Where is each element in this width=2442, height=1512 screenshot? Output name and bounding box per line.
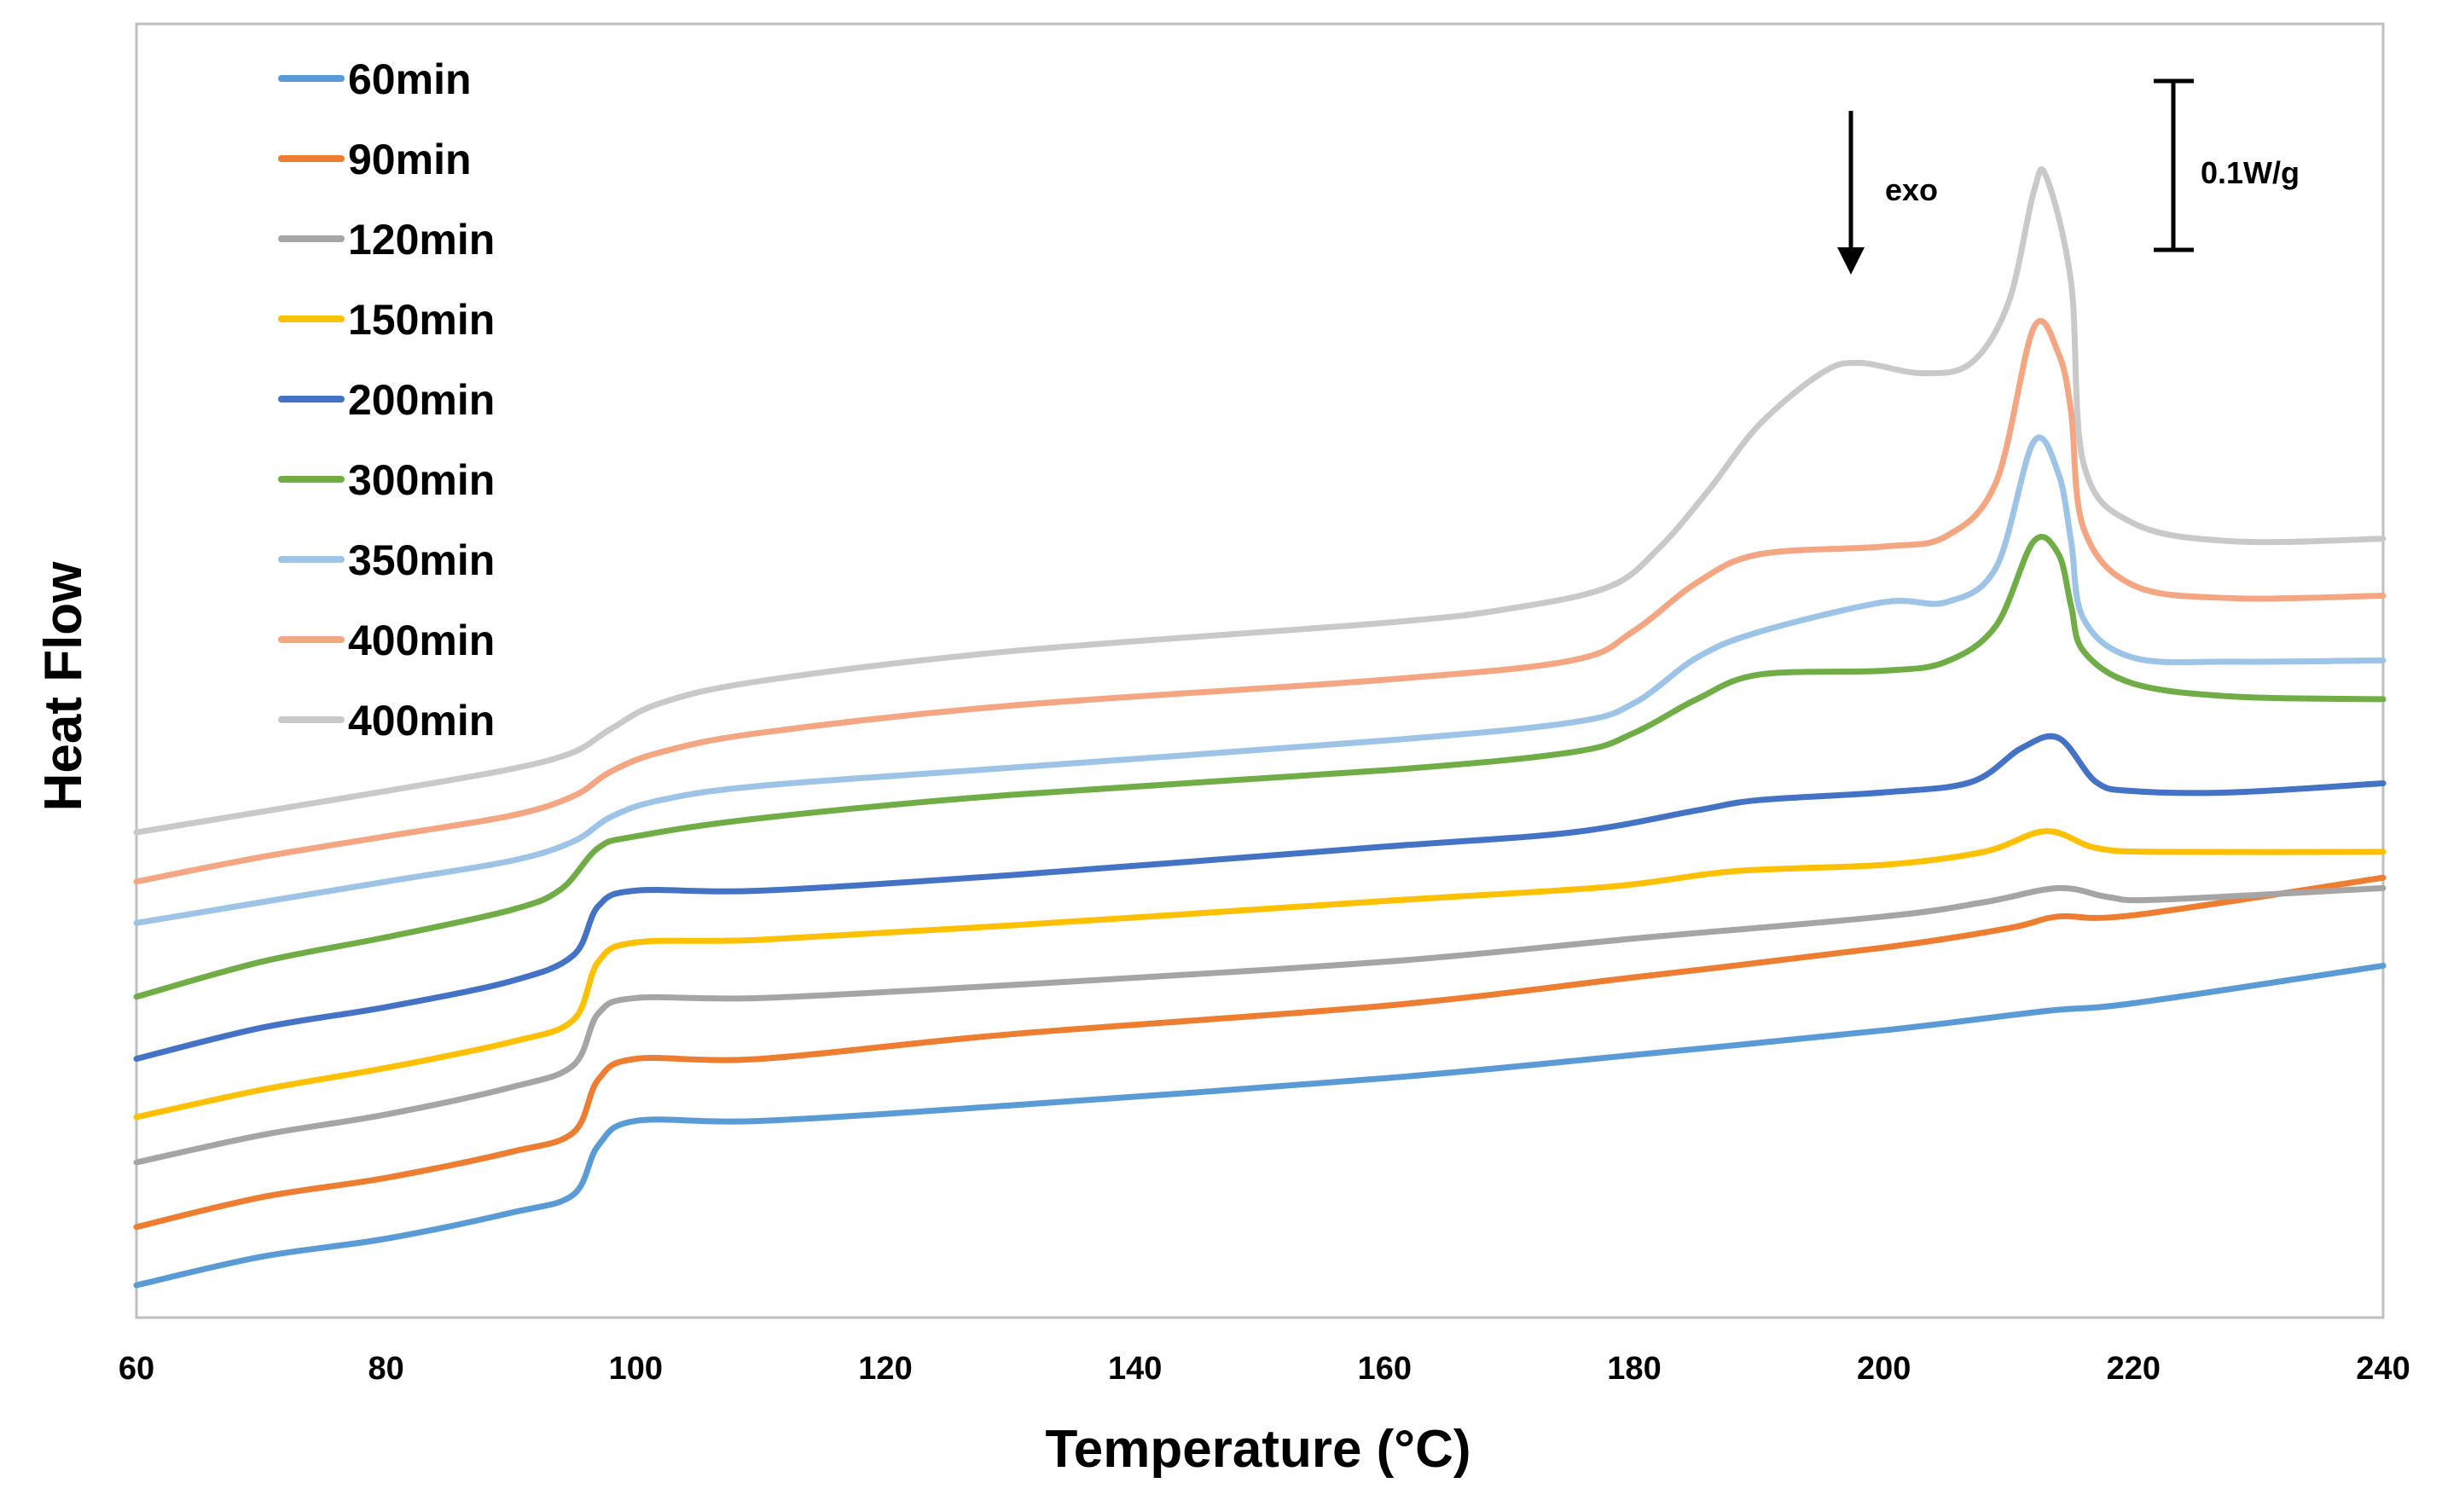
series-line-5 xyxy=(133,534,2387,1000)
series-line-8 xyxy=(133,166,2387,836)
x-tick-label-5: 160 xyxy=(1358,1351,1412,1387)
legend-label-0: 60min xyxy=(348,55,472,103)
x-axis-label: Temperature (°C) xyxy=(1045,1420,1470,1479)
legend-label-3: 150min xyxy=(348,296,495,344)
legend-label-1: 90min xyxy=(348,136,472,183)
legend-item-3: 150min xyxy=(278,296,495,344)
x-tick-label-6: 180 xyxy=(1607,1351,1661,1387)
legend-item-7: 400min xyxy=(278,617,495,664)
legend-item-1: 90min xyxy=(278,136,472,183)
legend-label-6: 350min xyxy=(348,536,495,584)
x-tick-label-4: 140 xyxy=(1108,1351,1162,1387)
series-line-6 xyxy=(133,434,2387,926)
scale-bar-annotation: 0.1W/g xyxy=(2154,78,2300,252)
series-line-0 xyxy=(133,962,2387,1289)
x-tick-label-1: 80 xyxy=(368,1351,404,1387)
exo-arrow-head xyxy=(1837,247,1865,275)
legend-item-2: 120min xyxy=(278,216,495,264)
series-line-4 xyxy=(133,733,2387,1063)
y-axis-label: Heat Flow xyxy=(34,561,93,812)
legend: 60min 90min 120min 150min 200min 300min 350min… xyxy=(278,55,495,744)
scale-bar-label: 0.1W/g xyxy=(2201,155,2300,190)
x-tick-label-9: 240 xyxy=(2356,1351,2410,1387)
plot-area-border xyxy=(135,22,2385,1319)
x-tick-label-0: 60 xyxy=(119,1351,154,1387)
legend-item-4: 200min xyxy=(278,376,495,424)
legend-item-0: 60min xyxy=(278,55,472,103)
x-tick-label-3: 120 xyxy=(858,1351,912,1387)
legend-label-7: 400min xyxy=(348,617,495,664)
series-line-3 xyxy=(133,828,2387,1121)
series-line-1 xyxy=(133,874,2387,1231)
series-layer xyxy=(133,166,2387,1289)
series-line-2 xyxy=(133,884,2387,1166)
legend-label-2: 120min xyxy=(348,216,495,264)
legend-item-8: 400min xyxy=(278,697,495,744)
exo-annotation: exo xyxy=(1837,111,1938,275)
legend-label-4: 200min xyxy=(348,376,495,424)
legend-label-8: 400min xyxy=(348,697,495,744)
x-tick-label-7: 200 xyxy=(1857,1351,1911,1387)
legend-item-6: 350min xyxy=(278,536,495,584)
exo-label: exo xyxy=(1885,172,1938,207)
legend-label-5: 300min xyxy=(348,456,495,504)
legend-item-5: 300min xyxy=(278,456,495,504)
x-axis-ticks: 60 80 100 120 140 160 180 200 220 240 xyxy=(119,1351,2410,1387)
x-tick-label-2: 100 xyxy=(609,1351,663,1387)
series-line-7 xyxy=(133,317,2387,885)
x-tick-label-8: 220 xyxy=(2107,1351,2161,1387)
